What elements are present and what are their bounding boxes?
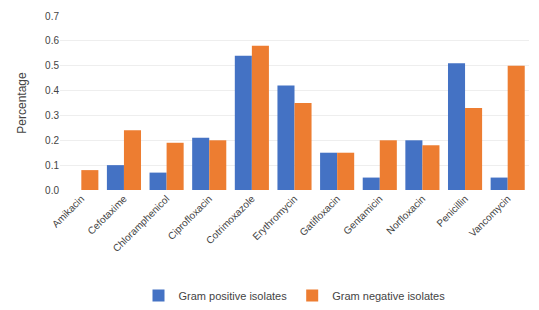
- svg-text:Gatifloxacin: Gatifloxacin: [297, 193, 342, 238]
- svg-text:Gram positive isolates: Gram positive isolates: [179, 290, 288, 302]
- svg-text:Gentamicin: Gentamicin: [341, 193, 385, 237]
- svg-text:Percentage: Percentage: [15, 72, 29, 134]
- svg-text:Vancomycin: Vancomycin: [467, 193, 513, 239]
- svg-text:0.2: 0.2: [45, 135, 59, 146]
- svg-text:Gram negative isolates: Gram negative isolates: [332, 290, 445, 302]
- svg-text:0.4: 0.4: [45, 85, 59, 96]
- svg-text:0.3: 0.3: [45, 110, 59, 121]
- svg-text:0.5: 0.5: [45, 60, 59, 71]
- svg-text:Chloramphenicol: Chloramphenicol: [111, 193, 172, 254]
- svg-text:0.6: 0.6: [45, 35, 59, 46]
- svg-text:Cotrimoxazole: Cotrimoxazole: [204, 193, 257, 246]
- svg-text:0.1: 0.1: [45, 160, 59, 171]
- svg-text:Cefotaxime: Cefotaxime: [85, 193, 129, 237]
- svg-text:Norfloxacin: Norfloxacin: [384, 193, 427, 236]
- svg-text:Ciprofloxacin: Ciprofloxacin: [166, 193, 215, 242]
- svg-text:Penicillin: Penicillin: [434, 193, 470, 229]
- svg-text:0.7: 0.7: [45, 11, 59, 22]
- svg-text:Amikacin: Amikacin: [50, 193, 86, 229]
- svg-text:0.0: 0.0: [45, 185, 59, 196]
- svg-text:Erythromycin: Erythromycin: [250, 193, 299, 242]
